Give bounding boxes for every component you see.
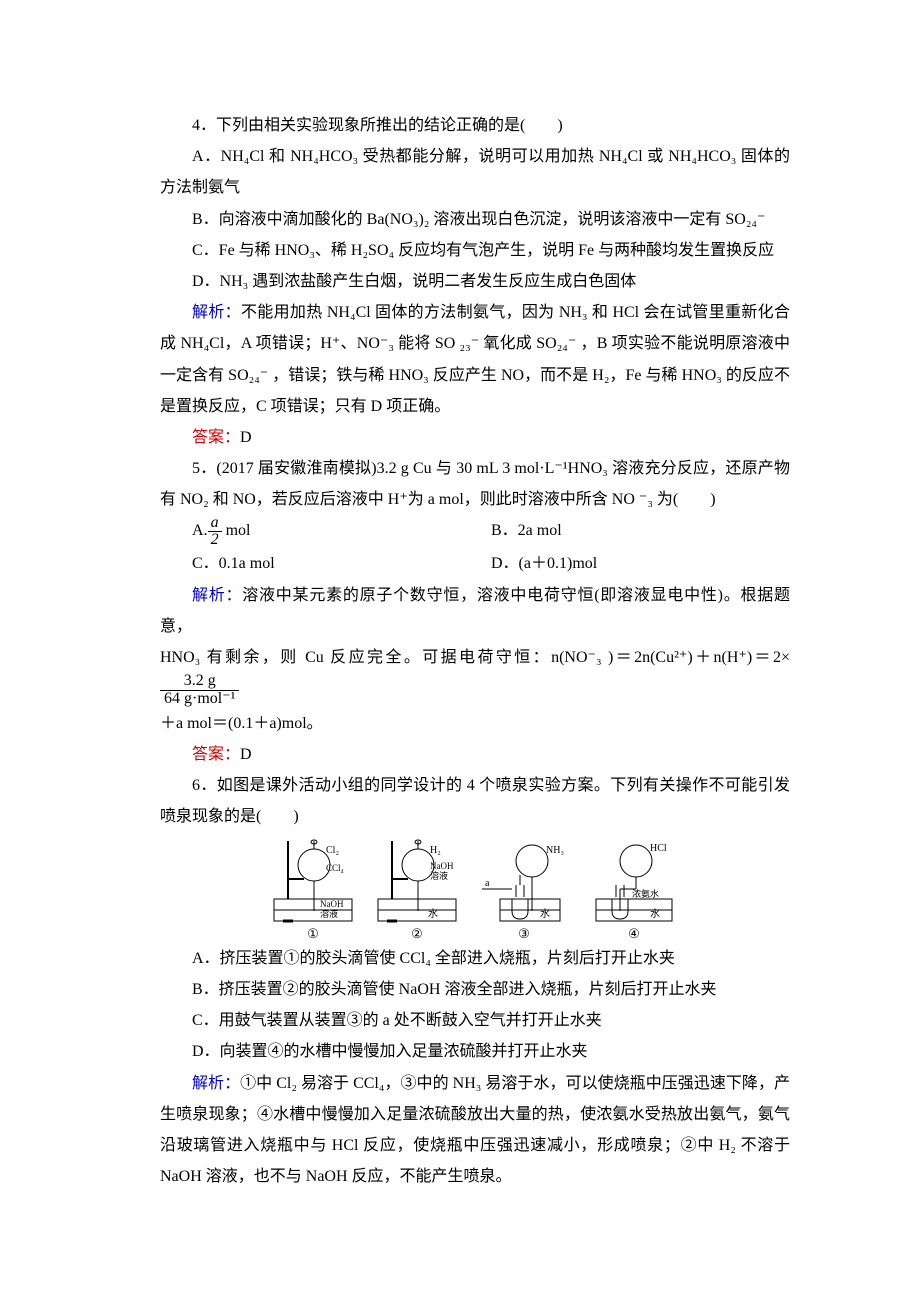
apparatus-4-svg: HCl 浓氨水 水	[588, 839, 680, 925]
q4-optB: B．向溶液中滴加酸化的 Ba(NO₃)₂ 溶液出现白色沉淀，说明该溶液中一定有 …	[160, 204, 790, 235]
q4-analysis-text: 不能用加热 NH₄Cl 固体的方法制氨气，因为 NH₃ 和 HCl 会在试管里重…	[160, 304, 790, 415]
gas-label-4: HCl	[650, 843, 667, 854]
q5-analysis-text1: 溶液中某元素的原子个数守恒，溶液中电荷守恒(即溶液显电中性)。根据题意，	[160, 587, 790, 635]
q5-analysis-text2a: HNO₃ 有剩余，则 Cu 反应完全。可据电荷守恒：n(NO⁻₃ )＝2n(Cu…	[160, 649, 790, 666]
optA-fraction: a2	[208, 515, 222, 548]
q6-optB: B．挤压装置②的胶头滴管使 NaOH 溶液全部进入烧瓶，片刻后打开止水夹	[160, 974, 790, 1005]
fig-label-3: ③	[518, 927, 530, 941]
q4-optA: A．NH₄Cl 和 NH₄HCO₃ 受热都能分解，说明可以用加热 NH₄Cl 或…	[160, 141, 790, 203]
apparatus-2-svg: H₂ NaOH 溶液 水	[374, 839, 460, 925]
figure-4: HCl 浓氨水 水 ④	[588, 839, 680, 941]
figure-1: Cl₂ CCl₄ NaOH 溶液 ①	[270, 839, 356, 941]
q6-optC: C．用鼓气装置从装置③的 a 处不断鼓入空气并打开止水夹	[160, 1005, 790, 1036]
exam-page: 4．下列由相关实验现象所推出的结论正确的是( ) A．NH₄Cl 和 NH₄HC…	[0, 0, 920, 1302]
bath-label-4b: 水	[650, 908, 660, 920]
answer-label: 答案：	[192, 746, 240, 763]
frac-den: 2	[208, 531, 222, 548]
gas-label-3: NH₃	[546, 845, 564, 856]
q5-analysis-line1: 解析：溶液中某元素的原子个数守恒，溶液中电荷守恒(即溶液显电中性)。根据题意，	[160, 580, 790, 642]
fig-label-2: ②	[411, 927, 423, 941]
gas-label-2: H₂	[430, 845, 441, 856]
gas-label-1: Cl₂	[326, 845, 339, 856]
figure-2: H₂ NaOH 溶液 水 ②	[374, 839, 460, 941]
q4-analysis: 解析：不能用加热 NH₄Cl 固体的方法制氨气，因为 NH₃ 和 HCl 会在试…	[160, 297, 790, 422]
q5-analysis-line2: HNO₃ 有剩余，则 Cu 反应完全。可据电荷守恒：n(NO⁻₃ )＝2n(Cu…	[160, 642, 790, 708]
bath-label-1: NaOH	[320, 899, 344, 909]
q4-optD: D．NH₃ 遇到浓盐酸产生白烟，说明二者发生反应生成白色固体	[160, 266, 790, 297]
q6-analysis-text: ①中 Cl₂ 易溶于 CCl₄，③中的 NH₃ 易溶于水，可以使烧瓶中压强迅速下…	[160, 1075, 790, 1186]
q5-optA: A.a2 mol	[192, 515, 491, 548]
q6-analysis: 解析：①中 Cl₂ 易溶于 CCl₄，③中的 NH₃ 易溶于水，可以使烧瓶中压强…	[160, 1068, 790, 1193]
side-label-3: a	[485, 878, 490, 889]
q5-optB: B．2a mol	[491, 515, 790, 548]
analysis-label: 解析：	[192, 1075, 240, 1092]
frac-num: a	[208, 515, 222, 531]
bath-label-1b: 溶液	[320, 908, 338, 919]
fig-label-1: ①	[307, 927, 319, 941]
q6-optD: D．向装置④的水槽中慢慢加入足量浓硫酸并打开止水夹	[160, 1036, 790, 1067]
q6-optA: A．挤压装置①的胶头滴管使 CCl₄ 全部进入烧瓶，片刻后打开止水夹	[160, 943, 790, 974]
analysis-label: 解析：	[192, 587, 242, 604]
fig-label-4: ④	[628, 927, 640, 941]
q4-answer-text: D	[240, 429, 252, 446]
bath-label-4: 浓氨水	[632, 888, 659, 899]
analysis-label: 解析：	[192, 304, 241, 321]
q4-optC: C．Fe 与稀 HNO₃、稀 H₂SO₄ 反应均有气泡产生，说明 Fe 与两种酸…	[160, 235, 790, 266]
optA-suffix: mol	[222, 523, 251, 540]
q6-stem: 6．如图是课外活动小组的同学设计的 4 个喷泉实验方案。下列有关操作不可能引发喷…	[160, 770, 790, 832]
apparatus-3-svg: NH₃ a 水	[478, 839, 570, 925]
optA-prefix: A.	[192, 523, 208, 540]
figure-3: NH₃ a 水 ③	[478, 839, 570, 941]
drop-label-2: NaOH	[430, 861, 454, 871]
q5-optC: C．0.1a mol	[192, 548, 491, 579]
q4-answer: 答案：D	[160, 422, 790, 453]
q5-options-row2: C．0.1a mol D．(a＋0.1)mol	[192, 548, 790, 579]
apparatus-1-svg: Cl₂ CCl₄ NaOH 溶液	[270, 839, 356, 925]
frac-den: 64 g·mol⁻¹	[160, 690, 239, 708]
q5-options-row1: A.a2 mol B．2a mol	[192, 515, 790, 548]
drop-label-2b: 溶液	[430, 870, 448, 881]
answer-label: 答案：	[192, 429, 240, 446]
q4-stem: 4．下列由相关实验现象所推出的结论正确的是( )	[160, 110, 790, 141]
bath-label-3: 水	[540, 908, 550, 920]
drop-label-1: CCl₄	[326, 863, 344, 873]
frac-num: 3.2 g	[160, 673, 239, 690]
q5-answer-text: D	[240, 746, 252, 763]
q6-figures: Cl₂ CCl₄ NaOH 溶液 ① H₂ NaOH 溶液	[160, 839, 790, 941]
bath-label-2: 水	[428, 908, 438, 920]
q5-optD: D．(a＋0.1)mol	[491, 548, 790, 579]
q5-stem: 5．(2017 届安徽淮南模拟)3.2 g Cu 与 30 mL 3 mol·L…	[160, 453, 790, 515]
q5-analysis-line3: ＋a mol＝(0.1＋a)mol。	[160, 708, 790, 739]
q5-fraction: 3.2 g64 g·mol⁻¹	[160, 673, 239, 708]
q5-answer: 答案：D	[160, 739, 790, 770]
